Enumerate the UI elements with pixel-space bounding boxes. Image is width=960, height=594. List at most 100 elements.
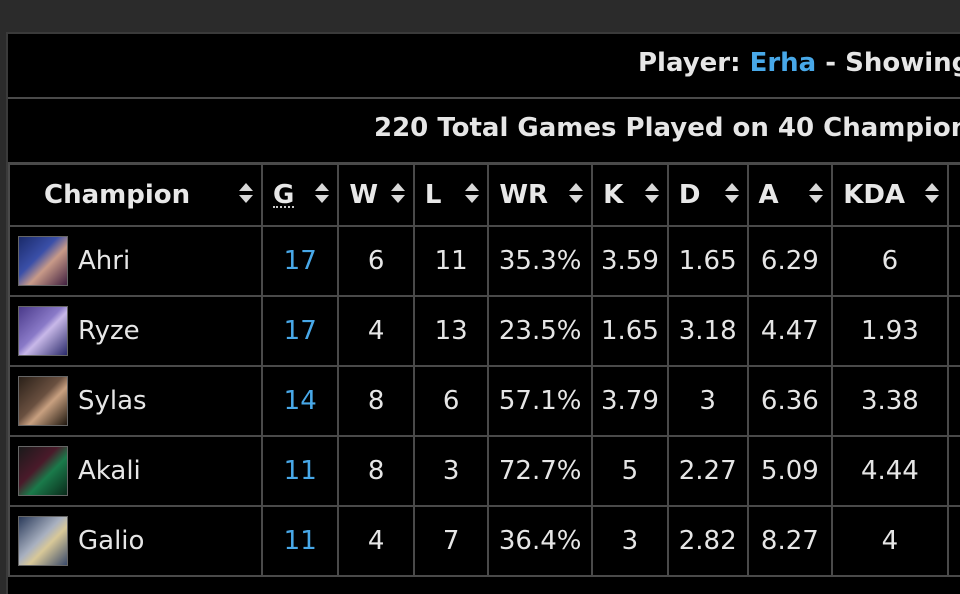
deaths-cell: 2.27	[666, 435, 749, 507]
games-link[interactable]: 11	[260, 435, 340, 507]
player-title: Player: Erha - Showing	[638, 48, 960, 78]
losses-cell: 3	[412, 435, 490, 507]
games-link[interactable]: 14	[260, 365, 340, 437]
kills-cell: 1.65	[591, 295, 669, 367]
champion-name: Akali	[78, 456, 141, 486]
wins-cell: 4	[337, 505, 415, 577]
kills-cell: 5	[591, 435, 669, 507]
sort-icon	[924, 183, 939, 207]
col-label: K	[603, 180, 624, 210]
champion-cell[interactable]: Ryze	[8, 295, 263, 367]
col-label: W	[349, 180, 379, 210]
ahri-portrait-icon	[18, 236, 68, 286]
col-label: Champion	[44, 180, 191, 210]
games-link[interactable]: 17	[260, 295, 340, 367]
champion-stats-table: Champion G W L WR K D A KDA Ahri 17 6 11…	[8, 163, 960, 577]
champion-cell[interactable]: Ahri	[8, 225, 263, 297]
sort-icon	[809, 183, 824, 207]
games-summary: 220 Total Games Played on 40 Champions	[374, 113, 960, 143]
table-row: Ryze 17 4 13 23.5% 1.65 3.18 4.47 1.93	[8, 295, 960, 367]
kills-cell: 3.59	[591, 225, 669, 297]
assists-cell: 8.27	[746, 505, 834, 577]
champion-cell[interactable]: Akali	[8, 435, 263, 507]
wins-cell: 8	[337, 365, 415, 437]
winrate-cell: 57.1%	[487, 365, 594, 437]
ryze-portrait-icon	[18, 306, 68, 356]
col-kills-header[interactable]: K	[591, 163, 669, 227]
sort-icon	[315, 183, 330, 207]
overflow-cell	[946, 435, 960, 507]
col-label: D	[678, 180, 701, 210]
col-assists-header[interactable]: A	[746, 163, 834, 227]
sort-icon	[724, 183, 739, 207]
galio-portrait-icon	[18, 516, 68, 566]
player-label: Player:	[638, 48, 741, 78]
deaths-cell: 3	[666, 365, 749, 437]
sort-icon	[465, 183, 480, 207]
sylas-portrait-icon	[18, 376, 68, 426]
champion-name: Galio	[78, 526, 145, 556]
table-row: Ahri 17 6 11 35.3% 3.59 1.65 6.29 6	[8, 225, 960, 297]
table-row: Galio 11 4 7 36.4% 3 2.82 8.27 4	[8, 505, 960, 577]
deaths-cell: 1.65	[666, 225, 749, 297]
col-kda-header[interactable]: KDA	[831, 163, 949, 227]
wins-cell: 6	[337, 225, 415, 297]
winrate-cell: 23.5%	[487, 295, 594, 367]
table-row: Sylas 14 8 6 57.1% 3.79 3 6.36 3.38	[8, 365, 960, 437]
assists-cell: 6.29	[746, 225, 834, 297]
winrate-cell: 72.7%	[487, 435, 594, 507]
losses-cell: 6	[412, 365, 490, 437]
kda-cell: 1.93	[831, 295, 949, 367]
col-deaths-header[interactable]: D	[666, 163, 749, 227]
assists-cell: 6.36	[746, 365, 834, 437]
champion-name: Ryze	[78, 316, 140, 346]
table-header-row: Champion G W L WR K D A KDA	[8, 163, 960, 227]
deaths-cell: 2.82	[666, 505, 749, 577]
kills-cell: 3.79	[591, 365, 669, 437]
col-label: G	[273, 180, 295, 210]
player-name-link[interactable]: Erha	[749, 48, 817, 78]
col-games-header[interactable]: G	[260, 163, 340, 227]
kills-cell: 3	[591, 505, 669, 577]
col-label: L	[424, 180, 442, 210]
deaths-cell: 3.18	[666, 295, 749, 367]
assists-cell: 4.47	[746, 295, 834, 367]
showing-label: - Showing	[825, 48, 960, 78]
col-label: A	[758, 180, 779, 210]
col-label: KDA	[843, 180, 906, 210]
champion-cell[interactable]: Galio	[8, 505, 263, 577]
sort-icon	[644, 183, 659, 207]
summary-row: 220 Total Games Played on 40 Champions	[8, 99, 960, 164]
player-title-row: Player: Erha - Showing	[8, 34, 960, 99]
games-link[interactable]: 11	[260, 505, 340, 577]
losses-cell: 13	[412, 295, 490, 367]
col-winrate-header[interactable]: WR	[487, 163, 594, 227]
col-losses-header[interactable]: L	[412, 163, 490, 227]
sort-icon	[239, 183, 253, 207]
kda-cell: 6	[831, 225, 949, 297]
col-champion-header[interactable]: Champion	[8, 163, 263, 227]
overflow-cell	[946, 505, 960, 577]
sort-icon	[569, 183, 584, 207]
assists-cell: 5.09	[746, 435, 834, 507]
losses-cell: 7	[412, 505, 490, 577]
champion-name: Ahri	[78, 246, 131, 276]
stats-table-frame: Player: Erha - Showing 220 Total Games P…	[6, 32, 960, 594]
wins-cell: 4	[337, 295, 415, 367]
col-label: WR	[499, 180, 549, 210]
overflow-cell	[946, 295, 960, 367]
table-row: Akali 11 8 3 72.7% 5 2.27 5.09 4.44	[8, 435, 960, 507]
col-wins-header[interactable]: W	[337, 163, 415, 227]
winrate-cell: 36.4%	[487, 505, 594, 577]
champion-cell[interactable]: Sylas	[8, 365, 263, 437]
overflow-cell	[946, 365, 960, 437]
col-overflow-header	[946, 163, 960, 227]
games-link[interactable]: 17	[260, 225, 340, 297]
sort-icon	[390, 183, 405, 207]
kda-cell: 4.44	[831, 435, 949, 507]
champion-name: Sylas	[78, 386, 147, 416]
akali-portrait-icon	[18, 446, 68, 496]
kda-cell: 3.38	[831, 365, 949, 437]
winrate-cell: 35.3%	[487, 225, 594, 297]
kda-cell: 4	[831, 505, 949, 577]
